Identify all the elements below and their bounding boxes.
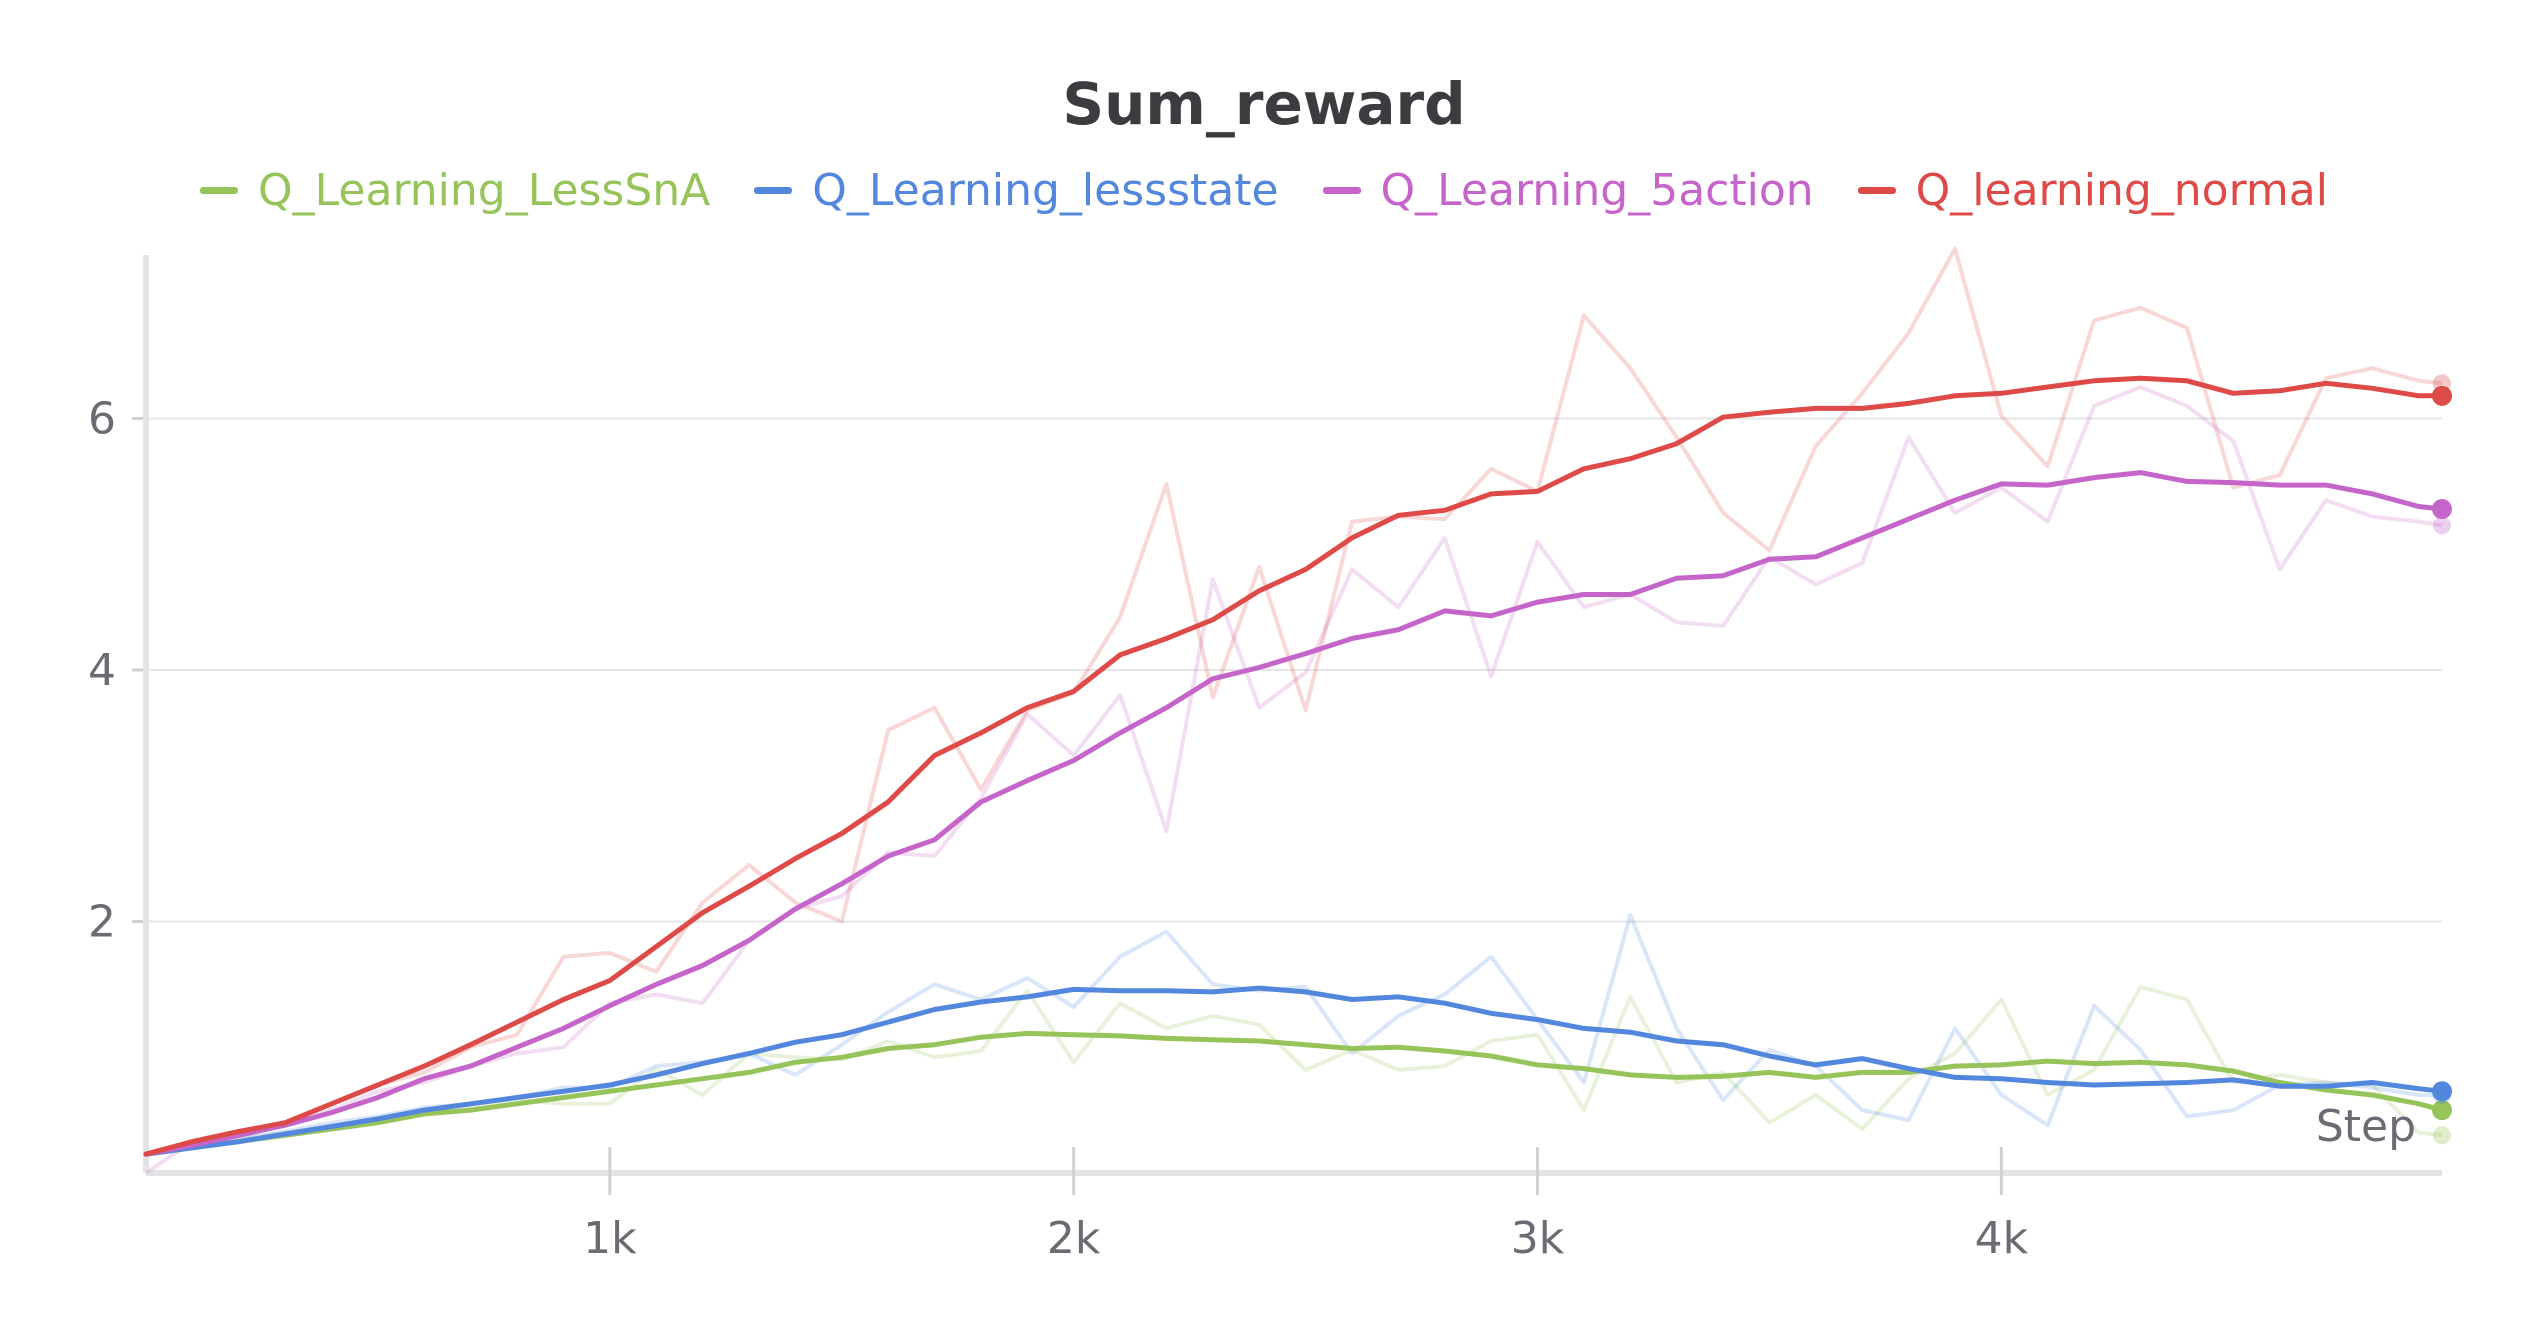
x-axis-label: Step — [2316, 1101, 2416, 1152]
legend-item-3[interactable]: Q_learning_normal — [1857, 165, 2328, 216]
legend-swatch — [754, 187, 793, 194]
legend-item-2[interactable]: Q_Learning_5action — [1322, 165, 1814, 216]
series-end-point-1[interactable] — [2432, 1081, 2452, 1102]
legend-swatch — [1322, 187, 1361, 194]
smoothed-series-layer — [143, 374, 2452, 1157]
series-end-point-3[interactable] — [2432, 385, 2452, 406]
series-end-point-0[interactable] — [2432, 1100, 2452, 1121]
raw-series-line-0 — [145, 984, 2443, 1157]
chart-title: Sum_reward — [1062, 70, 1466, 138]
x-tick-label: 4k — [1975, 1213, 2029, 1264]
y-tick-label: 2 — [88, 896, 116, 947]
series-raw-end-point-0 — [2433, 1126, 2451, 1145]
legend-item-0[interactable]: Q_Learning_LessSnA — [200, 165, 710, 216]
chart-legend: Q_Learning_LessSnA Q_Learning_lessstate Q_… — [0, 165, 2528, 216]
x-tick-label: 2k — [1047, 1213, 1101, 1264]
series-line-1 — [143, 985, 2445, 1157]
legend-label: Q_Learning_LessSnA — [258, 165, 711, 216]
raw-series-line-3 — [145, 246, 2443, 1157]
legend-label: Q_Learning_lessstate — [812, 165, 1279, 216]
y-tick-label: 4 — [88, 645, 116, 696]
tick-label-layer: 2 4 6 1k 2k 3k 4k Step — [88, 393, 2416, 1264]
legend-item-1[interactable]: Q_Learning_lessstate — [754, 165, 1279, 216]
x-tick-label: 3k — [1511, 1213, 1565, 1264]
series-raw-end-point-2 — [2433, 516, 2451, 535]
legend-label: Q_learning_normal — [1915, 165, 2328, 216]
series-line-2 — [143, 470, 2445, 1157]
y-tick-label: 6 — [88, 393, 116, 444]
grid-layer — [146, 417, 2442, 923]
legend-label: Q_Learning_5action — [1380, 165, 1814, 216]
series-end-point-2[interactable] — [2432, 499, 2452, 520]
axis-layer — [132, 255, 2442, 1195]
raw-series-line-2 — [144, 385, 2443, 1175]
legend-swatch — [1857, 187, 1896, 194]
legend-swatch — [200, 187, 239, 194]
series-line-0 — [143, 1030, 2445, 1157]
x-tick-label: 1k — [583, 1213, 637, 1264]
series-line-3 — [143, 375, 2445, 1157]
